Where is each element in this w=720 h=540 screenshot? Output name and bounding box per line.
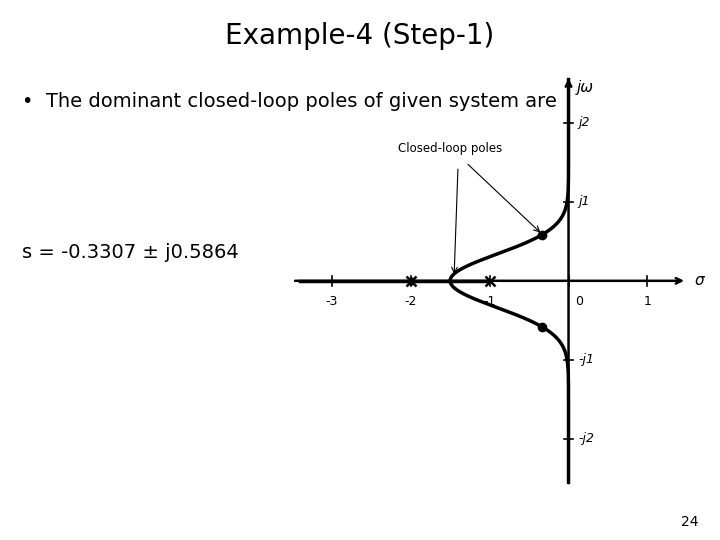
Text: 1: 1 — [644, 295, 652, 308]
Text: j2: j2 — [578, 117, 590, 130]
Text: Closed-loop poles: Closed-loop poles — [398, 141, 503, 154]
Text: s = -0.3307 ± j0.5864: s = -0.3307 ± j0.5864 — [22, 243, 238, 262]
Text: σ: σ — [695, 273, 704, 288]
Text: j1: j1 — [578, 195, 590, 208]
Text: -3: -3 — [325, 295, 338, 308]
Text: -2: -2 — [405, 295, 417, 308]
Text: 0: 0 — [575, 295, 582, 308]
Text: jω: jω — [577, 79, 593, 94]
Text: -1: -1 — [483, 295, 496, 308]
Text: -j1: -j1 — [578, 353, 594, 366]
Text: 24: 24 — [681, 515, 698, 529]
Text: •  The dominant closed-loop poles of given system are: • The dominant closed-loop poles of give… — [22, 92, 557, 111]
Text: Example-4 (Step-1): Example-4 (Step-1) — [225, 22, 495, 50]
Text: -j2: -j2 — [578, 432, 594, 445]
